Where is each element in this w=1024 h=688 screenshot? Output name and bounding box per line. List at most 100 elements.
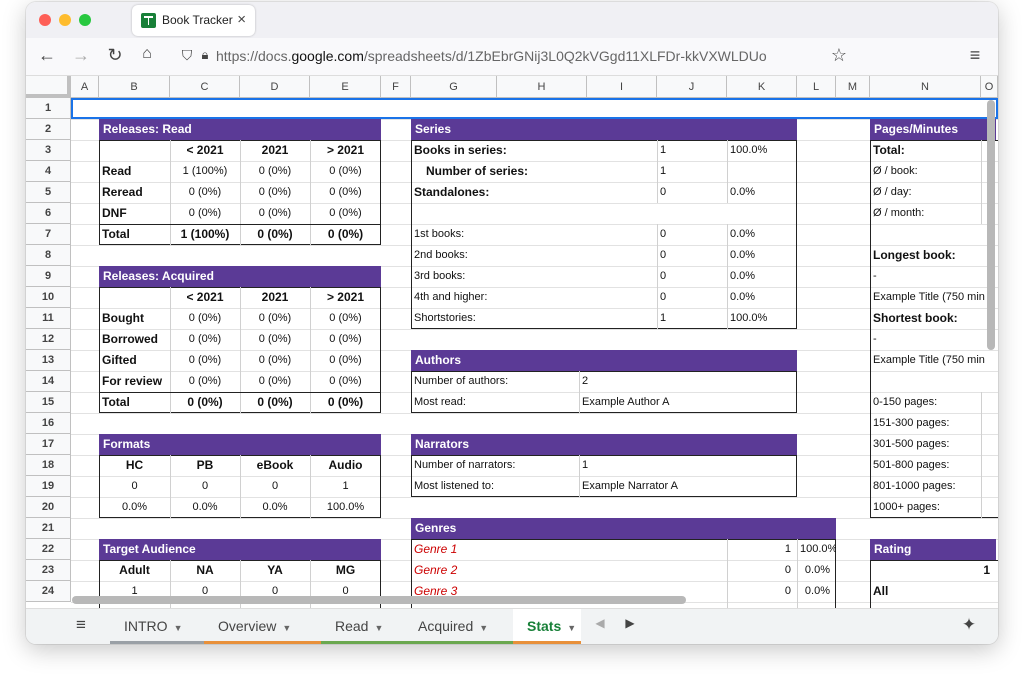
maximize-window-button[interactable]: [79, 14, 91, 26]
row-header-22[interactable]: 22: [26, 539, 71, 560]
grid-line: [240, 287, 241, 413]
releases-acquired-value: 0 (0%): [258, 375, 292, 387]
lock-icon[interactable]: 🔒︎: [201, 47, 209, 62]
releases-read-header: < 2021: [186, 143, 224, 157]
scroll-tabs-right-icon[interactable]: ▶: [625, 616, 635, 630]
row-header-6[interactable]: 6: [26, 203, 71, 224]
bookmark-star-icon[interactable]: ☆: [830, 45, 848, 65]
column-header-a[interactable]: A: [71, 76, 99, 98]
explore-icon[interactable]: ✦: [961, 615, 977, 634]
grid-line: [170, 560, 171, 608]
column-header-b[interactable]: B: [99, 76, 170, 98]
series-label: 2nd books:: [414, 249, 468, 261]
row-header-11[interactable]: 11: [26, 308, 71, 329]
row-header-2[interactable]: 2: [26, 119, 71, 140]
column-header-e[interactable]: E: [310, 76, 381, 98]
close-window-button[interactable]: [39, 14, 51, 26]
row-header-1[interactable]: 1: [26, 98, 71, 119]
url-prefix: https://docs.: [216, 48, 292, 64]
sheet-tab-read[interactable]: Read ▼: [321, 609, 404, 644]
reload-icon[interactable]: ↻: [107, 45, 123, 65]
row-header-8[interactable]: 8: [26, 245, 71, 266]
row-header-15[interactable]: 15: [26, 392, 71, 413]
row-header-10[interactable]: 10: [26, 287, 71, 308]
url-bar[interactable]: https://docs.google.com/spreadsheets/d/1…: [216, 48, 816, 64]
releases-read-header: > 2021: [326, 143, 365, 157]
formats-count: 0: [131, 480, 138, 492]
column-header-i[interactable]: I: [587, 76, 657, 98]
shield-icon[interactable]: ⛉: [181, 47, 193, 63]
forward-icon[interactable]: →: [72, 45, 90, 65]
tab-color-bar: [321, 641, 404, 644]
select-all-corner[interactable]: [26, 76, 71, 98]
row-header-5[interactable]: 5: [26, 182, 71, 203]
sheet-tab-label: Acquired: [418, 618, 474, 634]
column-header-n[interactable]: N: [870, 76, 981, 98]
target-audience-count: 0: [271, 585, 279, 597]
narrators-box: [411, 455, 797, 497]
longest-book-dash: -: [873, 270, 877, 282]
menu-icon[interactable]: ≡: [969, 45, 981, 65]
releases-read-header: 2021: [261, 143, 289, 157]
column-header-h[interactable]: H: [497, 76, 587, 98]
home-icon[interactable]: ⌂: [142, 45, 152, 62]
chevron-down-icon[interactable]: ▼: [374, 623, 384, 633]
releases-read-value: 0 (0%): [329, 207, 362, 219]
column-header-o[interactable]: O: [981, 76, 998, 98]
narrators-title: Narrators: [411, 434, 797, 455]
row-header-16[interactable]: 16: [26, 413, 71, 434]
column-header-j[interactable]: J: [657, 76, 727, 98]
back-icon[interactable]: ←: [38, 45, 56, 65]
row-header-4[interactable]: 4: [26, 161, 71, 182]
chevron-down-icon[interactable]: ▼: [479, 623, 489, 633]
releases-acquired-value: 0 (0%): [329, 333, 362, 345]
column-header-c[interactable]: C: [170, 76, 240, 98]
column-header-m[interactable]: M: [836, 76, 870, 98]
page-range-label: 501-800 pages:: [873, 459, 950, 471]
row-header-19[interactable]: 19: [26, 476, 71, 497]
grid-line: [310, 455, 311, 518]
sheet-tab-intro[interactable]: INTRO ▼: [110, 609, 204, 644]
sheet-tab-label: Read: [335, 618, 369, 634]
column-header-f[interactable]: F: [381, 76, 411, 98]
horizontal-scrollbar[interactable]: [72, 596, 686, 604]
column-header-k[interactable]: K: [727, 76, 797, 98]
close-tab-icon[interactable]: ×: [237, 11, 246, 28]
row-header-21[interactable]: 21: [26, 518, 71, 539]
vertical-scrollbar[interactable]: [987, 100, 995, 350]
row-header-12[interactable]: 12: [26, 329, 71, 350]
column-header-g[interactable]: G: [411, 76, 497, 98]
all-sheets-icon[interactable]: ≡: [76, 615, 86, 634]
chevron-down-icon[interactable]: ▼: [282, 623, 292, 633]
series-count: 0: [660, 270, 667, 282]
sheet-tab-acquired[interactable]: Acquired ▼: [404, 609, 513, 644]
chevron-down-icon[interactable]: ▼: [567, 623, 577, 633]
releases-acquired-label: Borrowed: [102, 332, 159, 346]
column-header-l[interactable]: L: [797, 76, 836, 98]
row-header-24[interactable]: 24: [26, 581, 71, 602]
row-header-18[interactable]: 18: [26, 455, 71, 476]
row-header-14[interactable]: 14: [26, 371, 71, 392]
grid-line: [657, 140, 658, 203]
sheet-tab-overview[interactable]: Overview ▼: [204, 609, 321, 644]
minimize-window-button[interactable]: [59, 14, 71, 26]
series-count: 1: [660, 312, 667, 324]
chevron-down-icon[interactable]: ▼: [173, 623, 183, 633]
grid-line: [727, 224, 728, 329]
row-header-17[interactable]: 17: [26, 434, 71, 455]
row-header-7[interactable]: 7: [26, 224, 71, 245]
genre-percent: 0.0%: [804, 564, 830, 576]
formats-count: 0: [201, 480, 209, 492]
scroll-tabs-left-icon[interactable]: ◀: [595, 616, 605, 630]
row-header-20[interactable]: 20: [26, 497, 71, 518]
browser-tab-title: Book Tracker: [162, 13, 233, 27]
row-header-9[interactable]: 9: [26, 266, 71, 287]
row-header-13[interactable]: 13: [26, 350, 71, 371]
browser-tab[interactable]: Book Tracker ×: [132, 5, 255, 36]
sheet-tab-stats[interactable]: Stats ▼: [513, 609, 581, 644]
row-header-23[interactable]: 23: [26, 560, 71, 581]
row-header-3[interactable]: 3: [26, 140, 71, 161]
page-range-label: 301-500 pages:: [873, 438, 950, 450]
column-header-d[interactable]: D: [240, 76, 310, 98]
